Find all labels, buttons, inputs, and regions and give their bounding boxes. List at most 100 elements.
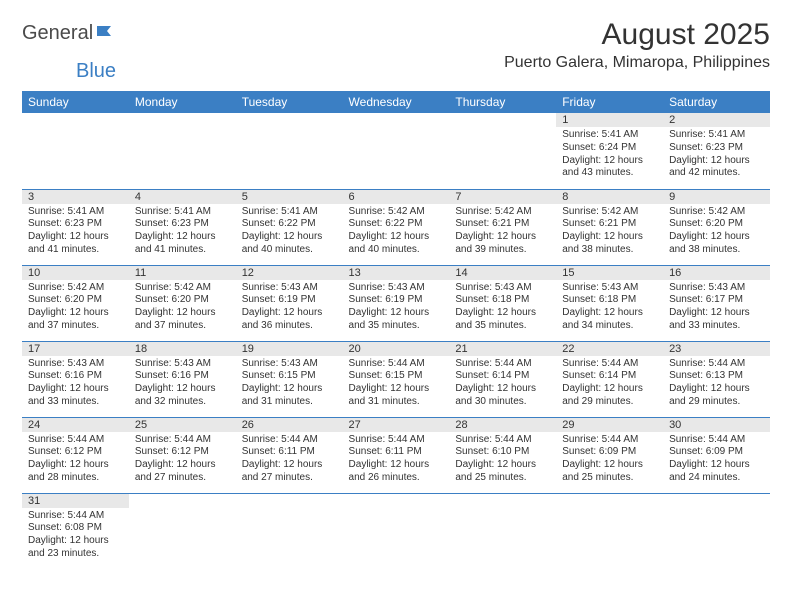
day-number: 6 <box>343 190 450 204</box>
calendar-cell <box>129 113 236 189</box>
daylight-text: Daylight: 12 hours and 32 minutes. <box>135 383 230 409</box>
calendar-cell <box>22 113 129 189</box>
day-number: 26 <box>236 418 343 432</box>
day-details: Sunrise: 5:44 AMSunset: 6:12 PMDaylight:… <box>22 432 129 488</box>
sunrise-text: Sunrise: 5:44 AM <box>349 358 444 371</box>
sunset-text: Sunset: 6:13 PM <box>669 370 764 383</box>
sunset-text: Sunset: 6:14 PM <box>455 370 550 383</box>
calendar-table: Sunday Monday Tuesday Wednesday Thursday… <box>22 91 770 569</box>
calendar-cell: 14Sunrise: 5:43 AMSunset: 6:18 PMDayligh… <box>449 265 556 341</box>
daylight-text: Daylight: 12 hours and 42 minutes. <box>669 155 764 181</box>
day-details: Sunrise: 5:44 AMSunset: 6:14 PMDaylight:… <box>449 356 556 412</box>
day-details: Sunrise: 5:42 AMSunset: 6:20 PMDaylight:… <box>129 280 236 336</box>
calendar-row: 31Sunrise: 5:44 AMSunset: 6:08 PMDayligh… <box>22 493 770 569</box>
day-number: 18 <box>129 342 236 356</box>
day-number: 9 <box>663 190 770 204</box>
day-details: Sunrise: 5:44 AMSunset: 6:10 PMDaylight:… <box>449 432 556 488</box>
sunset-text: Sunset: 6:18 PM <box>562 294 657 307</box>
calendar-cell: 31Sunrise: 5:44 AMSunset: 6:08 PMDayligh… <box>22 493 129 569</box>
day-number: 5 <box>236 190 343 204</box>
daylight-text: Daylight: 12 hours and 29 minutes. <box>562 383 657 409</box>
sunset-text: Sunset: 6:19 PM <box>242 294 337 307</box>
calendar-row: 10Sunrise: 5:42 AMSunset: 6:20 PMDayligh… <box>22 265 770 341</box>
sunrise-text: Sunrise: 5:42 AM <box>28 282 123 295</box>
sunset-text: Sunset: 6:12 PM <box>135 446 230 459</box>
flag-icon <box>97 24 119 43</box>
sunrise-text: Sunrise: 5:43 AM <box>28 358 123 371</box>
sunset-text: Sunset: 6:22 PM <box>349 218 444 231</box>
calendar-cell: 5Sunrise: 5:41 AMSunset: 6:22 PMDaylight… <box>236 189 343 265</box>
day-details: Sunrise: 5:44 AMSunset: 6:14 PMDaylight:… <box>556 356 663 412</box>
day-details: Sunrise: 5:42 AMSunset: 6:21 PMDaylight:… <box>449 204 556 260</box>
calendar-cell: 22Sunrise: 5:44 AMSunset: 6:14 PMDayligh… <box>556 341 663 417</box>
sunrise-text: Sunrise: 5:44 AM <box>669 358 764 371</box>
calendar-cell: 2Sunrise: 5:41 AMSunset: 6:23 PMDaylight… <box>663 113 770 189</box>
sunset-text: Sunset: 6:17 PM <box>669 294 764 307</box>
calendar-cell: 1Sunrise: 5:41 AMSunset: 6:24 PMDaylight… <box>556 113 663 189</box>
day-details: Sunrise: 5:43 AMSunset: 6:18 PMDaylight:… <box>449 280 556 336</box>
daylight-text: Daylight: 12 hours and 33 minutes. <box>28 383 123 409</box>
sunset-text: Sunset: 6:14 PM <box>562 370 657 383</box>
col-tuesday: Tuesday <box>236 91 343 113</box>
calendar-cell: 9Sunrise: 5:42 AMSunset: 6:20 PMDaylight… <box>663 189 770 265</box>
calendar-cell: 4Sunrise: 5:41 AMSunset: 6:23 PMDaylight… <box>129 189 236 265</box>
sunset-text: Sunset: 6:09 PM <box>669 446 764 459</box>
logo: General <box>22 22 121 45</box>
daylight-text: Daylight: 12 hours and 43 minutes. <box>562 155 657 181</box>
day-details: Sunrise: 5:42 AMSunset: 6:22 PMDaylight:… <box>343 204 450 260</box>
sunrise-text: Sunrise: 5:42 AM <box>562 206 657 219</box>
day-number: 28 <box>449 418 556 432</box>
sunrise-text: Sunrise: 5:43 AM <box>135 358 230 371</box>
daylight-text: Daylight: 12 hours and 41 minutes. <box>135 231 230 257</box>
day-details: Sunrise: 5:44 AMSunset: 6:09 PMDaylight:… <box>663 432 770 488</box>
day-number: 19 <box>236 342 343 356</box>
sunrise-text: Sunrise: 5:43 AM <box>562 282 657 295</box>
calendar-row: 3Sunrise: 5:41 AMSunset: 6:23 PMDaylight… <box>22 189 770 265</box>
daylight-text: Daylight: 12 hours and 23 minutes. <box>28 535 123 561</box>
daylight-text: Daylight: 12 hours and 31 minutes. <box>349 383 444 409</box>
day-number: 30 <box>663 418 770 432</box>
calendar-cell: 28Sunrise: 5:44 AMSunset: 6:10 PMDayligh… <box>449 417 556 493</box>
day-number: 8 <box>556 190 663 204</box>
sunrise-text: Sunrise: 5:43 AM <box>455 282 550 295</box>
sunset-text: Sunset: 6:20 PM <box>669 218 764 231</box>
calendar-cell: 26Sunrise: 5:44 AMSunset: 6:11 PMDayligh… <box>236 417 343 493</box>
day-number: 21 <box>449 342 556 356</box>
calendar-cell: 23Sunrise: 5:44 AMSunset: 6:13 PMDayligh… <box>663 341 770 417</box>
calendar-cell: 16Sunrise: 5:43 AMSunset: 6:17 PMDayligh… <box>663 265 770 341</box>
col-monday: Monday <box>129 91 236 113</box>
sunset-text: Sunset: 6:18 PM <box>455 294 550 307</box>
calendar-cell: 15Sunrise: 5:43 AMSunset: 6:18 PMDayligh… <box>556 265 663 341</box>
daylight-text: Daylight: 12 hours and 28 minutes. <box>28 459 123 485</box>
calendar-cell: 24Sunrise: 5:44 AMSunset: 6:12 PMDayligh… <box>22 417 129 493</box>
day-details: Sunrise: 5:44 AMSunset: 6:11 PMDaylight:… <box>343 432 450 488</box>
daylight-text: Daylight: 12 hours and 33 minutes. <box>669 307 764 333</box>
daylight-text: Daylight: 12 hours and 41 minutes. <box>28 231 123 257</box>
calendar-cell: 3Sunrise: 5:41 AMSunset: 6:23 PMDaylight… <box>22 189 129 265</box>
calendar-cell <box>343 113 450 189</box>
sunset-text: Sunset: 6:15 PM <box>242 370 337 383</box>
day-number: 1 <box>556 113 663 127</box>
col-saturday: Saturday <box>663 91 770 113</box>
day-details: Sunrise: 5:42 AMSunset: 6:20 PMDaylight:… <box>663 204 770 260</box>
sunset-text: Sunset: 6:19 PM <box>349 294 444 307</box>
day-details: Sunrise: 5:44 AMSunset: 6:13 PMDaylight:… <box>663 356 770 412</box>
day-details: Sunrise: 5:43 AMSunset: 6:16 PMDaylight:… <box>22 356 129 412</box>
day-details: Sunrise: 5:43 AMSunset: 6:16 PMDaylight:… <box>129 356 236 412</box>
sunrise-text: Sunrise: 5:41 AM <box>28 206 123 219</box>
calendar-row: 24Sunrise: 5:44 AMSunset: 6:12 PMDayligh… <box>22 417 770 493</box>
calendar-cell: 30Sunrise: 5:44 AMSunset: 6:09 PMDayligh… <box>663 417 770 493</box>
sunrise-text: Sunrise: 5:44 AM <box>28 434 123 447</box>
day-number: 10 <box>22 266 129 280</box>
sunrise-text: Sunrise: 5:41 AM <box>242 206 337 219</box>
daylight-text: Daylight: 12 hours and 34 minutes. <box>562 307 657 333</box>
month-title: August 2025 <box>504 18 770 52</box>
day-number: 16 <box>663 266 770 280</box>
sunrise-text: Sunrise: 5:41 AM <box>669 129 764 142</box>
sunset-text: Sunset: 6:22 PM <box>242 218 337 231</box>
sunset-text: Sunset: 6:24 PM <box>562 142 657 155</box>
calendar-cell <box>236 493 343 569</box>
sunset-text: Sunset: 6:21 PM <box>455 218 550 231</box>
sunrise-text: Sunrise: 5:44 AM <box>562 358 657 371</box>
col-sunday: Sunday <box>22 91 129 113</box>
